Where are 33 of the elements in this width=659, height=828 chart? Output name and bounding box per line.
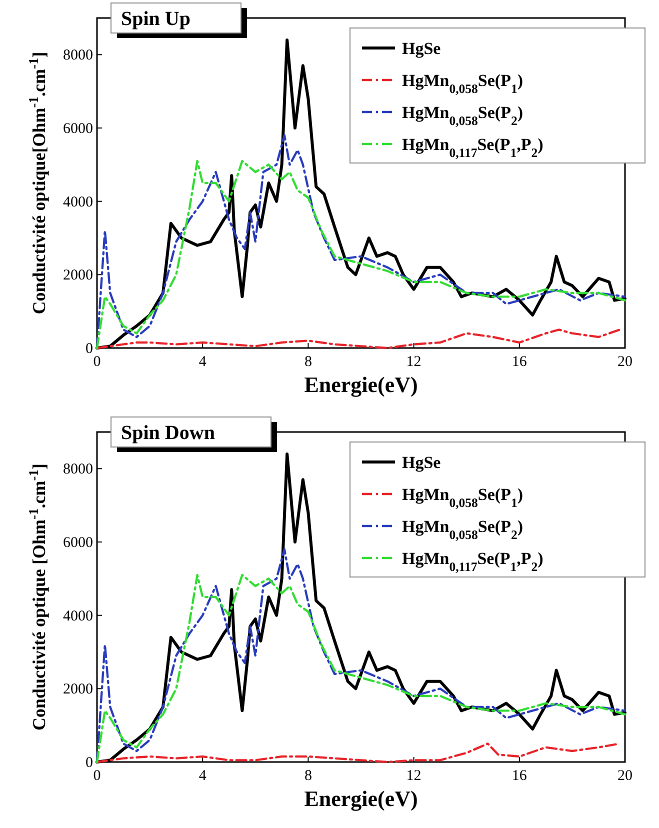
legend-label: HgMn$_{0,058}$Se(P$_{2}$)	[402, 517, 524, 542]
legend-label: HgMn$_{0,058}$Se(P$_{1}$)	[402, 71, 524, 96]
legend-label: HgSe	[402, 39, 442, 58]
legend-label: HgMn$_{0,058}$Se(P$_{1}$)	[402, 485, 524, 510]
x-tick-label: 20	[618, 768, 632, 784]
y-tick-label: 8000	[63, 462, 93, 478]
legend-label: HgSe	[402, 453, 442, 472]
x-tick-label: 16	[512, 354, 528, 370]
x-tick-label: 12	[406, 768, 422, 784]
line-series	[96, 328, 621, 350]
y-tick-label: 6000	[63, 121, 93, 137]
x-axis-title: Energie(eV)	[304, 786, 418, 811]
y-tick-label: 8000	[63, 48, 93, 64]
x-tick-label: 20	[618, 354, 632, 370]
chart-title: Spin Down	[121, 422, 215, 444]
x-tick-label: 12	[406, 354, 422, 370]
x-tick-label: 4	[198, 354, 207, 370]
x-tick-label: 8	[304, 354, 312, 370]
x-tick-label: 4	[198, 768, 207, 784]
y-tick-label: 2000	[63, 268, 93, 284]
chart-title: Spin Up	[121, 8, 190, 30]
y-tick-label: 0	[86, 755, 93, 771]
x-tick-label: 16	[512, 768, 528, 784]
y-tick-label: 2000	[63, 682, 93, 698]
y-tick-label: 4000	[63, 194, 93, 210]
y-tick-label: 6000	[63, 535, 93, 551]
legend-label: HgMn$_{0,058}$Se(P$_{2}$)	[402, 103, 524, 128]
y-tick-label: 0	[86, 341, 93, 357]
x-tick-label: 8	[304, 768, 312, 784]
x-axis-title: Energie(eV)	[304, 372, 418, 397]
legend-label: HgMn$_{0,117}$Se(P$_{1}$,P$_{2}$)	[402, 135, 544, 160]
y-tick-label: 4000	[63, 608, 93, 624]
legend-label: HgMn$_{0,117}$Se(P$_{1}$,P$_{2}$)	[402, 549, 544, 574]
